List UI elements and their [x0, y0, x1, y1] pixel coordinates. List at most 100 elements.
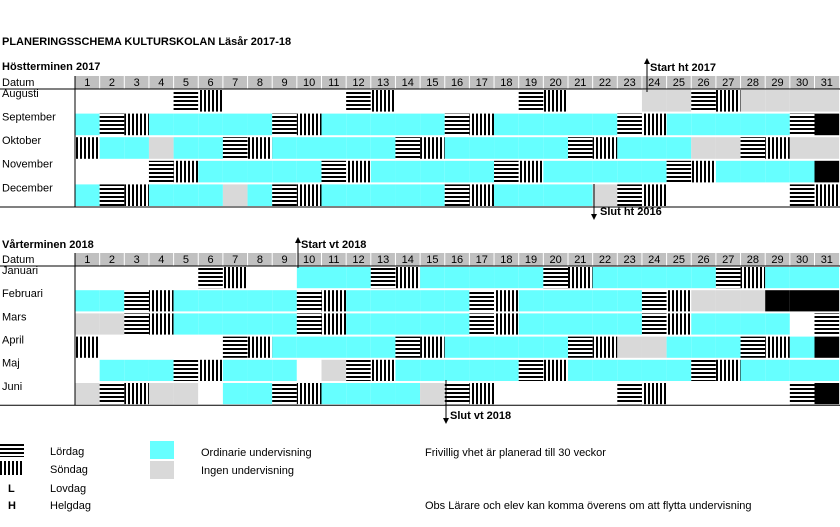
ordinary-day [444, 359, 470, 381]
ordinary-day [543, 113, 568, 136]
saturday [469, 290, 495, 312]
ordinary-day [198, 290, 223, 312]
ordinary-day [173, 290, 199, 312]
free-day [124, 160, 149, 183]
free-day [99, 267, 125, 289]
no-date [814, 113, 840, 136]
day-number: 19 [525, 254, 537, 266]
day-number: 29 [771, 254, 783, 266]
legend-swatch [0, 461, 24, 475]
ordinary-day [469, 137, 495, 159]
legend-label: Söndag [50, 464, 88, 476]
day-number: 26 [697, 254, 709, 266]
ordinary-day [543, 313, 568, 335]
ordinary-day [617, 359, 642, 381]
sunday [592, 336, 618, 358]
ordinary-day [568, 359, 593, 381]
free-day [222, 90, 248, 112]
ordinary-day [173, 113, 199, 136]
ordinary-day [247, 313, 273, 335]
legend-label: Lördag [50, 446, 84, 458]
free-day [789, 313, 815, 335]
marker: Slut vt 2018 [443, 380, 511, 424]
day-number: 27 [722, 77, 734, 89]
ordinary-day [247, 359, 273, 381]
day-number: 4 [158, 77, 164, 89]
free-day [124, 267, 149, 289]
ordinary-day [641, 359, 667, 381]
day-number: 3 [134, 254, 140, 266]
ordinary-day [715, 160, 741, 183]
free-day [543, 383, 568, 405]
free-day [666, 184, 692, 206]
ordinary-day [395, 113, 421, 136]
sunday [641, 184, 667, 206]
day-number: 11 [328, 254, 339, 266]
day-number: 8 [257, 254, 263, 266]
ordinary-day [346, 336, 371, 358]
sunday [124, 383, 149, 405]
ordinary-day [395, 359, 421, 381]
ordinary-day [444, 267, 470, 289]
ordinary-day [494, 359, 519, 381]
no-date [814, 290, 840, 312]
ordinary-day [370, 184, 396, 206]
ordinary-day [592, 160, 618, 183]
saturday [272, 383, 297, 405]
ordinary-day [592, 359, 618, 381]
saturday [789, 184, 815, 206]
ordinary-day [75, 290, 100, 312]
free-day [99, 90, 125, 112]
month-name: November [2, 159, 53, 171]
free-day [148, 336, 174, 358]
saturday [617, 184, 642, 206]
sunday [494, 313, 519, 335]
ordinary-day [494, 113, 519, 136]
day-number: 24 [648, 77, 660, 89]
ordinary-day [296, 267, 322, 289]
free-day [715, 383, 741, 405]
ordinary-day [518, 290, 544, 312]
ordinary-day [740, 359, 766, 381]
saturday [469, 313, 495, 335]
saturday [789, 383, 815, 405]
month-name: December [2, 182, 53, 194]
saturday [641, 290, 667, 312]
day-number: 2 [109, 77, 115, 89]
sunday [641, 113, 667, 136]
no-lesson-day [148, 137, 174, 159]
sunday [395, 267, 421, 289]
ordinary-day [765, 113, 790, 136]
sunday [296, 383, 322, 405]
saturday [222, 336, 248, 358]
day-number: 6 [208, 254, 214, 266]
term-title: Höstterminen 2017 [2, 61, 100, 73]
sunday [469, 113, 495, 136]
free-day [75, 90, 100, 112]
ordinary-day [666, 359, 692, 381]
legend-label: Ordinarie undervisning [201, 447, 312, 459]
ordinary-day [296, 336, 322, 358]
ordinary-day [75, 184, 100, 206]
no-lesson-day [740, 90, 766, 112]
ordinary-day [518, 137, 544, 159]
day-number: 5 [183, 254, 189, 266]
ordinary-day [641, 160, 667, 183]
ordinary-day [814, 359, 840, 381]
free-day [494, 90, 519, 112]
ordinary-day [592, 267, 618, 289]
day-number: 25 [673, 254, 685, 266]
ordinary-day [370, 313, 396, 335]
free-day [740, 383, 766, 405]
free-day [198, 336, 223, 358]
legend-label: Ingen undervisning [201, 465, 294, 477]
free-day [617, 90, 642, 112]
ordinary-day [222, 359, 248, 381]
day-number: 20 [550, 254, 562, 266]
ordinary-day [370, 160, 396, 183]
ordinary-day [346, 313, 371, 335]
free-day [568, 90, 593, 112]
sunday [494, 290, 519, 312]
saturday [148, 160, 174, 183]
